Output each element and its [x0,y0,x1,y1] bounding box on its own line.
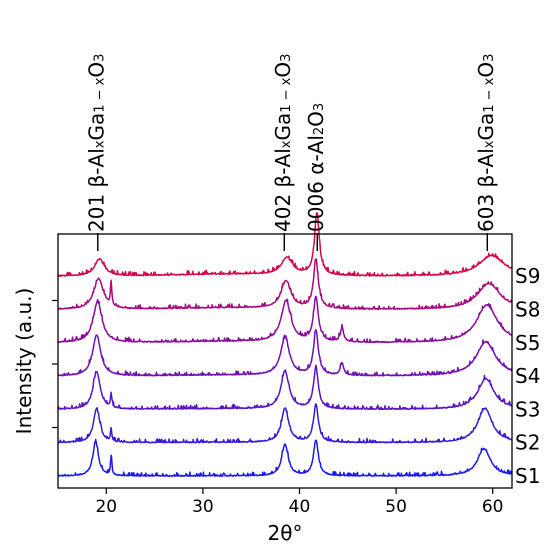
y-axis-label: Intensity (a.u.) [12,288,36,435]
x-tick-label: 40 [289,497,311,517]
series-line-s8 [57,258,513,310]
series-line-s4 [57,328,513,377]
series-line-s1 [57,438,513,477]
annotation-layer: —201 β-AlxGa1 − xO3 —402 β-AlxGa1 − xO3 —0… [85,54,498,252]
y-axis-ticks [52,299,58,429]
series-label-s5: S5 [515,331,540,355]
x-tick-label: 50 [385,497,407,517]
x-tick-label: 30 [192,497,214,517]
peak-annotation: —201 β-AlxGa1 − xO3 [85,54,109,252]
x-axis-label: 2θ° [268,521,303,545]
x-tick-label: 60 [482,497,504,517]
series-line-s3 [57,364,513,411]
series-line-s5 [57,295,513,344]
peak-annotation: —603 β-AlxGa1 − xO3 [474,54,498,252]
series-line-s2 [57,403,513,444]
series-line-s9 [57,211,513,277]
peak-annotation: —402 β-AlxGa1 − xO3 [271,54,295,252]
series-layer: S1 S2 S3 S4 S5 S8 S9 [57,211,540,488]
series-label-s3: S3 [515,397,540,421]
series-label-s8: S8 [515,298,540,322]
series-label-s9: S9 [515,264,540,288]
peak-annotation: —0006 α-Al2O3 [304,103,328,252]
series-label-s1: S1 [515,464,540,488]
series-label-s4: S4 [515,364,540,388]
plot-frame [57,233,513,489]
x-axis-ticks: 20 30 40 50 60 [95,488,504,517]
series-label-s2: S2 [515,431,540,455]
x-tick-label: 20 [95,497,117,517]
